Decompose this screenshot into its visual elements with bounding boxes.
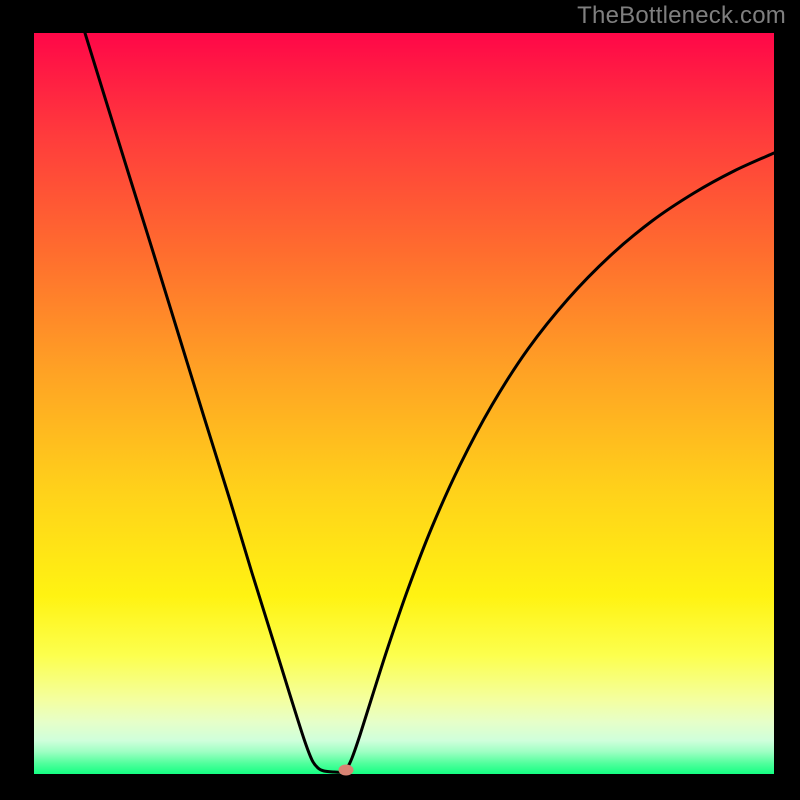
curve-path [85, 33, 774, 772]
chart-container: TheBottleneck.com [0, 0, 800, 800]
plot-frame [30, 29, 778, 778]
watermark-text: TheBottleneck.com [577, 2, 786, 30]
optimal-point-marker [339, 765, 354, 776]
bottleneck-curve [34, 33, 774, 774]
